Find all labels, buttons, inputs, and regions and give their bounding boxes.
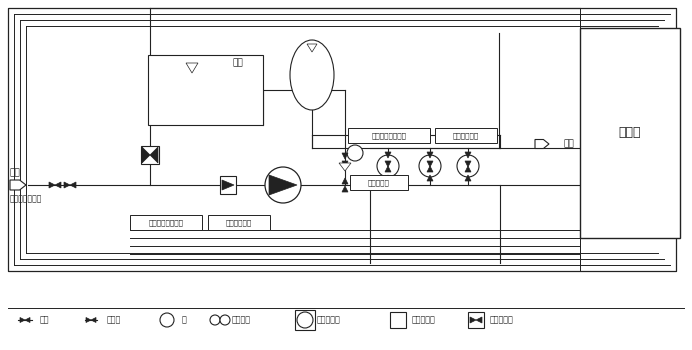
Polygon shape bbox=[269, 175, 297, 195]
Polygon shape bbox=[91, 317, 96, 322]
Circle shape bbox=[265, 167, 301, 203]
Text: 稳流补偿器: 稳流补偿器 bbox=[317, 315, 340, 324]
Text: 增压装置: 增压装置 bbox=[232, 315, 251, 324]
Text: 城镇自来水管网: 城镇自来水管网 bbox=[10, 195, 42, 203]
Bar bbox=[208, 215, 270, 230]
Polygon shape bbox=[465, 152, 471, 158]
Text: 止回阀: 止回阀 bbox=[107, 315, 121, 324]
Polygon shape bbox=[427, 166, 433, 172]
Polygon shape bbox=[476, 317, 482, 323]
Polygon shape bbox=[64, 182, 70, 188]
Bar bbox=[295, 310, 315, 330]
Text: 出水: 出水 bbox=[564, 140, 575, 148]
Circle shape bbox=[210, 315, 220, 325]
Bar bbox=[141, 146, 159, 164]
Polygon shape bbox=[222, 180, 234, 190]
Polygon shape bbox=[342, 178, 348, 184]
Bar bbox=[435, 128, 497, 143]
Polygon shape bbox=[339, 163, 351, 171]
Circle shape bbox=[457, 155, 479, 177]
Bar bbox=[348, 128, 430, 143]
Polygon shape bbox=[470, 317, 476, 323]
Polygon shape bbox=[427, 175, 433, 181]
Polygon shape bbox=[385, 161, 391, 167]
Bar bbox=[130, 215, 202, 230]
Text: 电动控制阀: 电动控制阀 bbox=[490, 315, 513, 324]
Polygon shape bbox=[86, 317, 91, 322]
Text: 阀门: 阀门 bbox=[40, 315, 50, 324]
Polygon shape bbox=[70, 182, 76, 188]
Polygon shape bbox=[385, 175, 391, 181]
Text: 压力传感器: 压力传感器 bbox=[368, 179, 390, 186]
Circle shape bbox=[160, 313, 174, 327]
Polygon shape bbox=[307, 44, 317, 52]
Bar bbox=[468, 312, 484, 328]
Polygon shape bbox=[20, 317, 25, 322]
Circle shape bbox=[347, 145, 363, 161]
Polygon shape bbox=[342, 161, 348, 167]
Circle shape bbox=[377, 155, 399, 177]
Polygon shape bbox=[427, 152, 433, 158]
Ellipse shape bbox=[290, 40, 334, 110]
Polygon shape bbox=[49, 182, 55, 188]
Polygon shape bbox=[427, 161, 433, 167]
Circle shape bbox=[419, 155, 441, 177]
Text: 出水口压力传感器: 出水口压力传感器 bbox=[372, 132, 406, 139]
Text: 电接点压力表: 电接点压力表 bbox=[453, 132, 479, 139]
Circle shape bbox=[220, 315, 230, 325]
Bar bbox=[220, 176, 236, 194]
Polygon shape bbox=[142, 147, 150, 163]
Polygon shape bbox=[465, 161, 471, 167]
Bar bbox=[148, 55, 263, 125]
Text: 控制柜: 控制柜 bbox=[619, 126, 641, 140]
Polygon shape bbox=[385, 152, 391, 158]
Circle shape bbox=[297, 312, 313, 328]
Bar bbox=[8, 8, 676, 271]
Bar bbox=[350, 175, 408, 190]
Polygon shape bbox=[385, 166, 391, 172]
Text: 电接点负压表: 电接点负压表 bbox=[226, 219, 252, 226]
Polygon shape bbox=[10, 180, 26, 190]
Polygon shape bbox=[55, 182, 61, 188]
Polygon shape bbox=[150, 147, 158, 163]
Polygon shape bbox=[342, 186, 348, 192]
Polygon shape bbox=[25, 317, 30, 322]
Polygon shape bbox=[535, 140, 549, 148]
Polygon shape bbox=[465, 175, 471, 181]
Text: 泵: 泵 bbox=[182, 315, 187, 324]
Text: 水箱: 水箱 bbox=[233, 58, 244, 68]
Polygon shape bbox=[342, 153, 348, 159]
Text: 进水口压力传感器: 进水口压力传感器 bbox=[149, 219, 183, 226]
Polygon shape bbox=[186, 63, 198, 73]
Bar bbox=[580, 28, 680, 238]
Polygon shape bbox=[465, 166, 471, 172]
Text: 进水: 进水 bbox=[10, 168, 21, 177]
Bar bbox=[390, 312, 406, 328]
Text: 稳压调节器: 稳压调节器 bbox=[412, 315, 436, 324]
